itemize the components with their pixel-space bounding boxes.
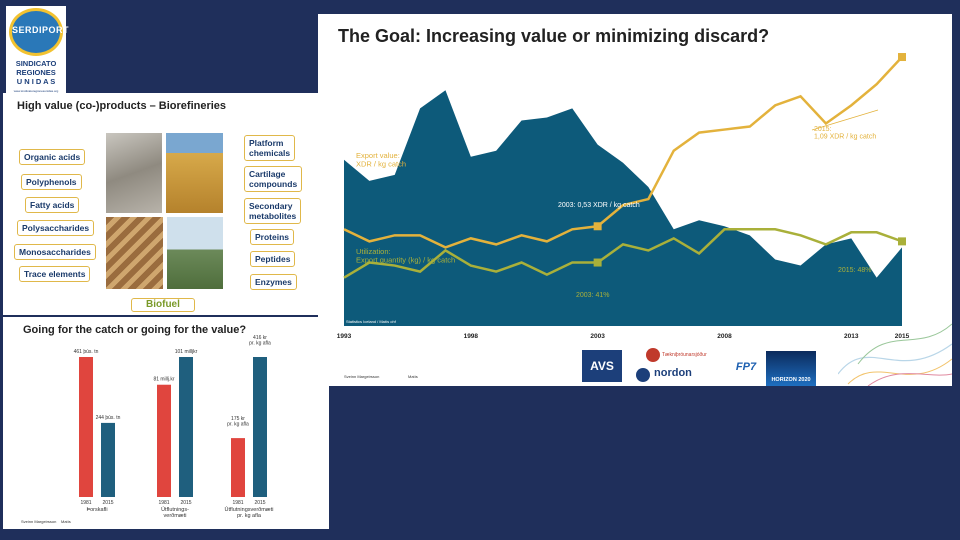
sponsor-avs: AVS [582, 350, 622, 382]
utilization-line [343, 228, 903, 279]
marker-util-2003 [593, 258, 602, 267]
bar-label-2-1: 416 kr pr. kg afla [249, 335, 271, 347]
annotation-leader-2015 [811, 109, 879, 131]
label-utilization: Utilization: Export quantity (kg) / kg ca… [356, 247, 455, 264]
bar-label-2-0: 175 kr pr. kg afla [227, 416, 249, 428]
taekni-icon [646, 348, 660, 362]
marker-value-2015 [898, 53, 906, 62]
bar-year-2-1: 2015 [254, 500, 265, 506]
item-organic-acids: Organic acids [19, 149, 86, 165]
group-name-2: Útflutningsverðmæti pr. kg afla [225, 506, 274, 519]
photo-wheat [166, 133, 223, 213]
annotation-value-2015: 2015: 1,09 XDR / kg catch [814, 126, 876, 141]
group-name-0: Þorskafli [86, 507, 107, 513]
item-biofuel: Biofuel [131, 298, 195, 312]
bar-1-1 [179, 357, 193, 497]
line-chart: Export value: XDR / kg catch Utilization: E… [337, 53, 910, 340]
item-polyphenols: Polyphenols [21, 174, 82, 190]
catch-area [344, 90, 902, 327]
bar-label-1-1: 101 milljkr [175, 349, 198, 355]
bar-year-0-0: 1981 [80, 500, 91, 506]
bar-label-0-0: 461 þús. tn [74, 349, 99, 355]
x-tick-3: 2008 [717, 333, 732, 340]
bar-year-1-0: 1981 [158, 500, 169, 506]
slide-the-goal: The Goal: Increasing value or minimizing… [318, 14, 952, 386]
sponsor-nordon: nordon [636, 367, 708, 385]
item-proteins: Proteins [250, 229, 295, 245]
item-secondary-metabolites: Secondary metabolites [244, 198, 302, 224]
slide-catch-vs-value: Going for the catch or going for the val… [3, 317, 329, 529]
sponsor-horizon2020: HORIZON 2020 [766, 351, 816, 386]
slide1-title: High value (co-)products – Biorefineries [17, 100, 227, 112]
photo-woodchips [106, 217, 163, 289]
marker-value-2003 [593, 222, 602, 231]
logo-line2: REGIONES [16, 68, 56, 77]
photo-fish-skeleton [106, 133, 162, 213]
x-tick-2: 2003 [590, 333, 605, 340]
bar-label-0-1: 244 þús. tn [96, 415, 121, 421]
sponsor-taekni-label: Tækniþróunarsjóður [662, 352, 707, 358]
bar-year-2-0: 1981 [232, 500, 243, 506]
bar-year-0-1: 2015 [102, 500, 113, 506]
sindicato-logo: SERDIPORT SINDICATO REGIONES U N I D A S… [6, 6, 70, 96]
marker-util-2015 [898, 237, 906, 246]
group-name-1: Útflutnings-verðmæti [161, 506, 189, 519]
slide2-footer-left: Sveinn Margeirsson [21, 519, 57, 524]
sponsor-nordon-label: nordon [654, 367, 692, 379]
nordon-icon [636, 368, 650, 382]
item-monosaccharides: Monosaccharides [14, 244, 96, 260]
logo-badge: SERDIPORT [9, 8, 70, 56]
item-trace-elements: Trace elements [19, 266, 91, 282]
x-tick-1: 1998 [464, 333, 479, 340]
slide-biorefineries: High value (co-)products – Biorefineries… [3, 93, 318, 315]
item-enzymes: Enzymes [250, 274, 297, 290]
slide2-title: Going for the catch or going for the val… [23, 324, 247, 336]
bar-0-0 [79, 357, 93, 497]
annotation-value-2003: 2003: 0,53 XDR / kg catch [558, 202, 640, 209]
slide3-footer-right: Matís [408, 374, 418, 379]
slide2-footer-right: Matís [61, 519, 71, 524]
item-cartilage-compounds: Cartilage compounds [244, 166, 303, 192]
slide3-title: The Goal: Increasing value or minimizing… [338, 26, 770, 46]
chart-source: Statistics Iceland / Matís ohf [346, 319, 397, 324]
sponsor-fp7: FP7 [726, 350, 766, 384]
bar-0-1 [101, 422, 115, 497]
bar-2-0 [231, 438, 245, 497]
item-polysaccharides: Polysaccharides [17, 220, 95, 236]
logo-line3: U N I D A S [16, 77, 56, 86]
bar-2-1 [253, 357, 267, 497]
decorative-swirls [838, 323, 952, 386]
annotation-util-2015: 2015: 48% [838, 267, 871, 274]
label-export-value: Export value: XDR / kg catch [356, 151, 406, 168]
x-tick-5: 2015 [895, 333, 910, 340]
sponsor-taekni: Tækniþróunarsjóður [646, 345, 708, 365]
logo-url: www.sindicatoregionesunidas.org [13, 89, 59, 93]
logo-line1: SINDICATO [15, 59, 57, 68]
item-platform-chemicals: Platform chemicals [244, 135, 296, 161]
annotation-util-2003: 2003: 41% [576, 292, 609, 299]
photo-plant [167, 217, 223, 289]
bar-label-1-0: 81 millj.kr [153, 377, 174, 383]
export-value-line [343, 56, 903, 249]
logo-badge-text: SERDIPORT [12, 25, 70, 35]
x-tick-4: 2013 [844, 333, 859, 340]
x-tick-0: 1993 [337, 333, 352, 340]
item-fatty-acids: Fatty acids [25, 197, 80, 213]
slide3-footer-left: Sveinn Margeirsson [344, 374, 380, 379]
bar-year-1-1: 2015 [180, 500, 191, 506]
item-peptides: Peptides [250, 251, 296, 267]
bar-1-0 [157, 384, 171, 497]
